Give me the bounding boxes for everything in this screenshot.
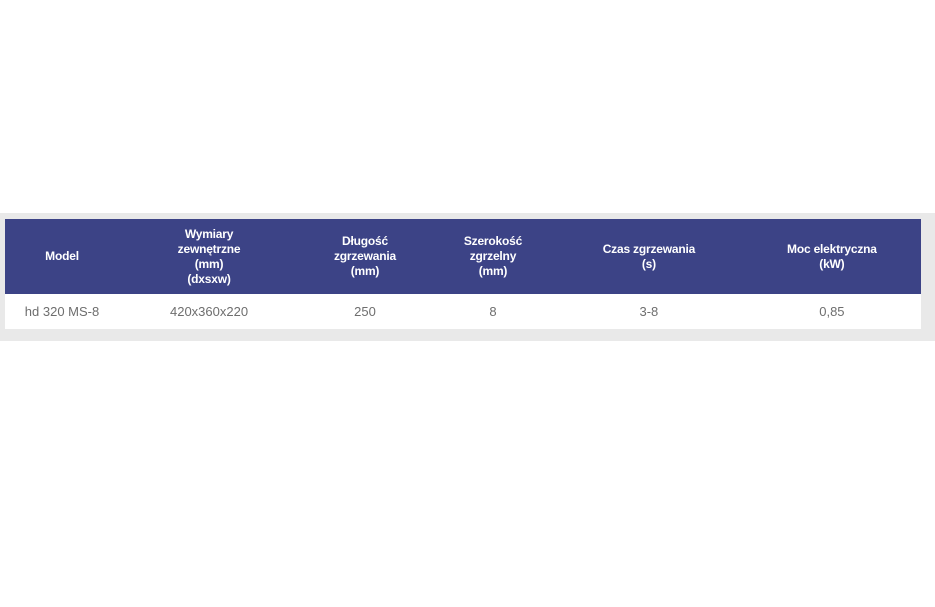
header-line: (dxsxw)	[187, 271, 231, 286]
header-line: zgrzelny	[469, 249, 517, 263]
header-row: Model Wymiary zewnętrzne (mm) (dxsxw) Dł…	[5, 219, 921, 294]
column-header-szerokosc-zgrzelny: Szerokość zgrzelny (mm)	[430, 219, 556, 294]
column-header-moc-elektryczna: Moc elektryczna (kW)	[742, 219, 921, 294]
header-line: (mm)	[194, 256, 224, 271]
header-line: Wymiary	[184, 226, 234, 241]
cell-wymiary-zewnetrzne: 420x360x220	[119, 294, 300, 329]
header-line: zewnętrzne	[177, 241, 241, 256]
column-header-dlugosc-zgrzewania: Długość zgrzewania (mm)	[299, 219, 431, 294]
spec-table-header: Model Wymiary zewnętrzne (mm) (dxsxw) Dł…	[5, 219, 921, 294]
header-line: (kW)	[819, 256, 845, 271]
cell-szerokosc-zgrzelny: 8	[430, 294, 556, 329]
table-row: hd 320 MS-8 420x360x220 250 8 3-8 0,85	[5, 294, 921, 329]
spec-table-body: hd 320 MS-8 420x360x220 250 8 3-8 0,85	[5, 294, 921, 329]
column-header-model: Model	[5, 219, 120, 294]
column-header-czas-zgrzewania: Czas zgrzewania (s)	[555, 219, 743, 294]
cell-dlugosc-zgrzewania: 250	[299, 294, 431, 329]
header-line: Model	[45, 249, 79, 263]
cell-moc-elektryczna: 0,85	[742, 294, 921, 329]
column-header-wymiary-zewnetrzne: Wymiary zewnętrzne (mm) (dxsxw)	[119, 219, 300, 294]
header-line: Długość	[341, 234, 388, 248]
header-line: zgrzewania	[333, 249, 396, 263]
header-line: Czas zgrzewania	[602, 241, 696, 256]
spec-table: Model Wymiary zewnętrzne (mm) (dxsxw) Dł…	[5, 219, 921, 329]
header-line: (mm)	[478, 264, 508, 278]
header-line: Szerokość	[463, 234, 523, 248]
header-line: (s)	[641, 256, 656, 271]
cell-model: hd 320 MS-8	[5, 294, 120, 329]
spec-table-section: Model Wymiary zewnętrzne (mm) (dxsxw) Dł…	[0, 213, 935, 341]
header-line: (mm)	[350, 264, 380, 278]
cell-czas-zgrzewania: 3-8	[555, 294, 743, 329]
header-line: Moc elektryczna	[787, 241, 877, 256]
